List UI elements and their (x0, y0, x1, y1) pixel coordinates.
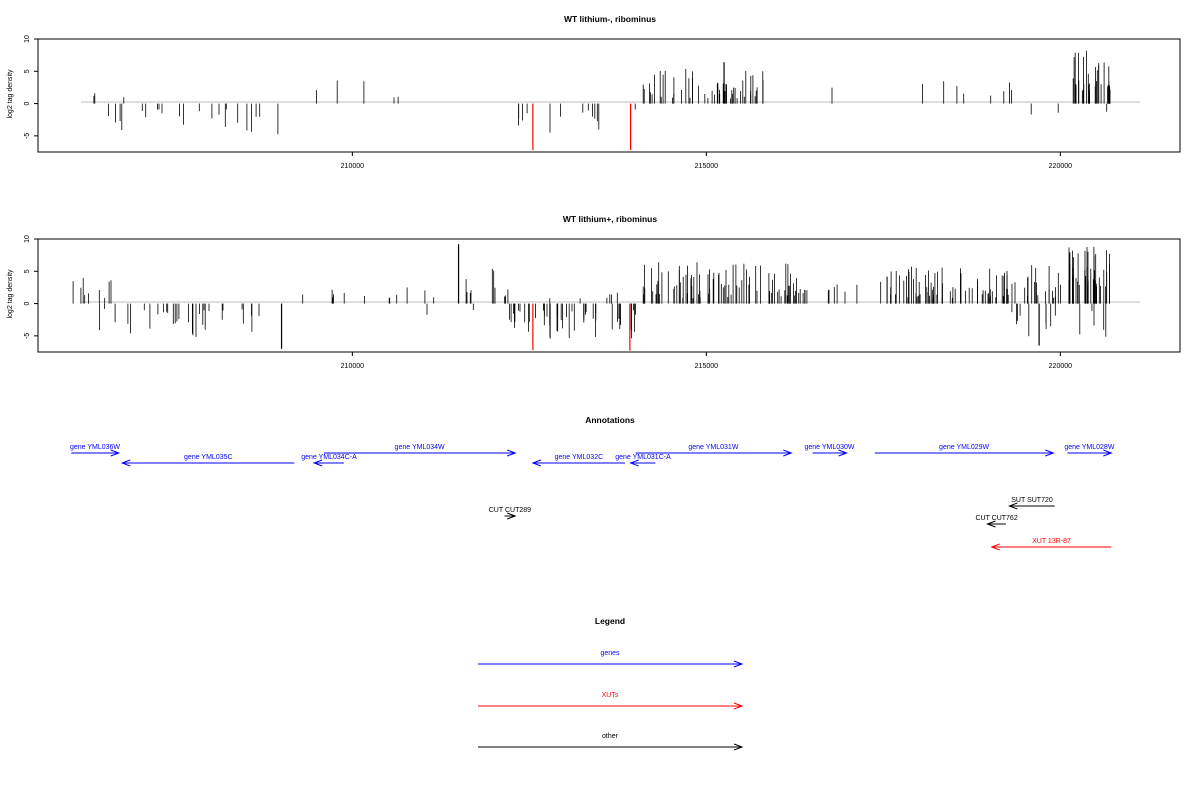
legend-item: XUTs (478, 692, 744, 710)
legend-items: genes XUTs other (478, 650, 744, 751)
track-2-title: WT lithium+, ribominus (563, 214, 657, 224)
annotation-features: gene YML036W gene YML035C gene YML034C-A ge… (70, 444, 1115, 551)
feature-label: gene YML035C (184, 454, 233, 461)
feature-label: gene YML031W (688, 444, 738, 451)
track-1-bars (93, 50, 1111, 151)
feature-label: XUT 13R-87 (1032, 538, 1071, 545)
legend-item: other (478, 733, 744, 751)
feature-label: gene YML029W (939, 444, 989, 451)
arrow-head-icon (733, 702, 744, 710)
arrow-head-icon (733, 743, 744, 751)
y-tick-label: 5 (24, 269, 31, 273)
track-2-bars (72, 244, 1110, 351)
annotation-feature: SUT SUT720 (1007, 497, 1055, 510)
feature-label: gene YML032C (555, 454, 604, 461)
legend-label: genes (600, 650, 620, 657)
annotation-feature: gene YML032C (531, 454, 625, 467)
annotation-feature: gene YML029W (874, 444, 1055, 457)
x-tick-label: 210000 (341, 363, 364, 370)
arrow-head-icon (838, 449, 848, 457)
legend-title: Legend (595, 616, 625, 626)
y-tick-label: 0 (24, 102, 31, 106)
feature-label: gene YML036W (70, 444, 120, 451)
feature-label: gene YML031C-A (615, 454, 671, 461)
annotation-feature: gene YML028W (1064, 444, 1115, 457)
track-1-x-axis: 210000 215000 220000 (341, 152, 1072, 170)
legend-item: genes (478, 650, 744, 668)
arrow-head-icon (733, 660, 744, 668)
arrow-head-icon (507, 512, 517, 520)
track-panel-1: WT lithium-, ribominus log2 tag density … (7, 14, 1181, 170)
track-1-y-axis: -5 0 5 10 (24, 35, 38, 139)
track-panel-2: WT lithium+, ribominus log2 tag density … (7, 214, 1181, 370)
annotation-feature: CUT CUT762 (975, 515, 1018, 528)
x-tick-label: 220000 (1049, 163, 1072, 170)
annotations-title: Annotations (585, 415, 635, 425)
track-1-title: WT lithium-, ribominus (564, 14, 656, 24)
arrow-head-icon (120, 459, 131, 467)
feature-label: gene YML034W (395, 444, 445, 451)
x-tick-label: 215000 (695, 363, 718, 370)
arrow-head-icon (1045, 449, 1055, 457)
x-tick-label: 210000 (341, 163, 364, 170)
y-tick-label: -5 (24, 133, 31, 139)
track-1-plot-frame (37, 38, 1181, 153)
arrow-head-icon (507, 449, 517, 457)
feature-label: gene YML034C-A (301, 454, 357, 461)
arrow-head-icon (110, 449, 121, 457)
feature-label: gene YML028W (1064, 444, 1114, 451)
x-tick-label: 220000 (1049, 363, 1072, 370)
arrow-head-icon (986, 520, 996, 528)
feature-label: CUT CUT289 (489, 507, 531, 514)
annotation-feature: gene YML030W (804, 444, 855, 457)
legend-label: other (602, 733, 619, 740)
y-tick-label: 5 (24, 69, 31, 73)
y-tick-label: -5 (24, 333, 31, 339)
legend-panel: Legend genes XUTs other (478, 616, 744, 751)
feature-label: CUT CUT762 (975, 515, 1017, 522)
annotation-feature: gene YML036W (70, 444, 121, 457)
arrow-head-icon (1103, 449, 1113, 457)
y-tick-label: 0 (24, 302, 31, 306)
track-2-ylabel: log2 tag density (7, 269, 14, 319)
arrow-head-icon (312, 459, 323, 467)
annotation-feature: gene YML034W (324, 444, 517, 457)
arrow-head-icon (1007, 502, 1018, 510)
arrow-head-icon (990, 543, 1000, 551)
arrow-head-icon (531, 459, 542, 467)
annotation-feature: gene YML034C-A (301, 454, 357, 467)
arrow-head-icon (629, 459, 639, 467)
track-2-plot-frame (37, 238, 1181, 353)
track-2-y-axis: -5 0 5 10 (24, 235, 38, 339)
x-tick-label: 215000 (695, 163, 718, 170)
annotation-feature: gene YML035C (120, 454, 295, 467)
annotation-feature: gene YML031C-A (615, 454, 671, 467)
track-2-x-axis: 210000 215000 220000 (341, 352, 1072, 370)
annotation-feature: gene YML031W (635, 444, 793, 457)
track-1-ylabel: log2 tag density (7, 69, 14, 119)
legend-label: XUTs (602, 692, 619, 699)
y-tick-label: 10 (24, 235, 31, 243)
annotation-feature: CUT CUT289 (489, 507, 531, 520)
feature-label: gene YML030W (804, 444, 854, 451)
y-tick-label: 10 (24, 35, 31, 43)
annotation-feature: XUT 13R-87 (990, 538, 1112, 551)
feature-label: SUT SUT720 (1011, 497, 1053, 504)
arrow-head-icon (783, 449, 793, 457)
